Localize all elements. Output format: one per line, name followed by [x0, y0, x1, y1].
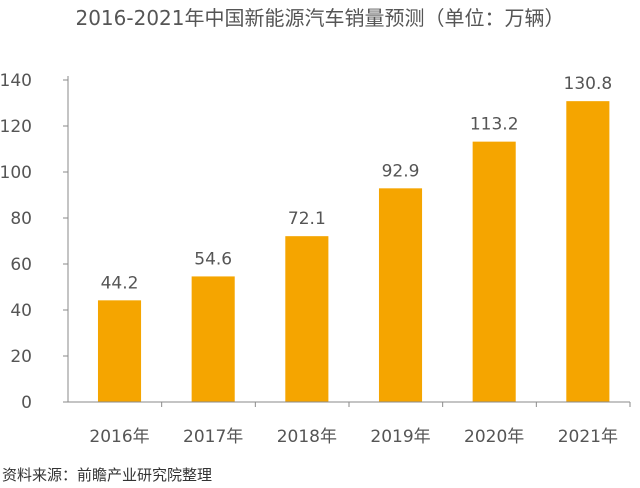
bars: 44.2 54.6 72.1 92.9 113.2 130.8	[97, 74, 613, 402]
data-label: 130.8	[564, 74, 613, 94]
x-tick-label: 2017年	[183, 427, 243, 447]
y-tick-label: 100	[0, 163, 32, 183]
bar	[472, 141, 516, 402]
bar	[97, 300, 142, 402]
source-note: 资料来源：前瞻产业研究院整理	[2, 466, 213, 484]
y-tick-label: 60	[10, 255, 32, 275]
bar	[285, 236, 329, 402]
x-axis: 2016年 2017年 2018年 2019年 2020年 2021年	[68, 401, 631, 447]
data-label: 72.1	[288, 209, 326, 229]
x-tick-label: 2016年	[89, 427, 149, 447]
x-tick-label: 2019年	[370, 427, 430, 447]
data-label: 44.2	[101, 273, 139, 293]
bar	[191, 276, 235, 402]
y-tick-label: 20	[10, 347, 32, 367]
y-tick-label: 140	[0, 71, 32, 91]
y-tick-label: 120	[0, 117, 32, 137]
bar	[566, 101, 610, 402]
y-axis: 0 20 40 60 80 100 120 140	[0, 71, 69, 413]
data-label: 92.9	[382, 161, 420, 181]
y-tick-label: 80	[10, 209, 32, 229]
data-label: 54.6	[194, 249, 232, 269]
chart-title: 2016-2021年中国新能源汽车销量预测（单位：万辆）	[75, 6, 565, 30]
y-tick-label: 0	[21, 393, 32, 413]
data-label: 113.2	[470, 115, 519, 135]
x-tick-label: 2020年	[464, 427, 524, 447]
bar	[378, 188, 423, 402]
x-tick-label: 2021年	[558, 427, 618, 447]
y-tick-label: 40	[10, 301, 32, 321]
x-tick-label: 2018年	[277, 427, 337, 447]
